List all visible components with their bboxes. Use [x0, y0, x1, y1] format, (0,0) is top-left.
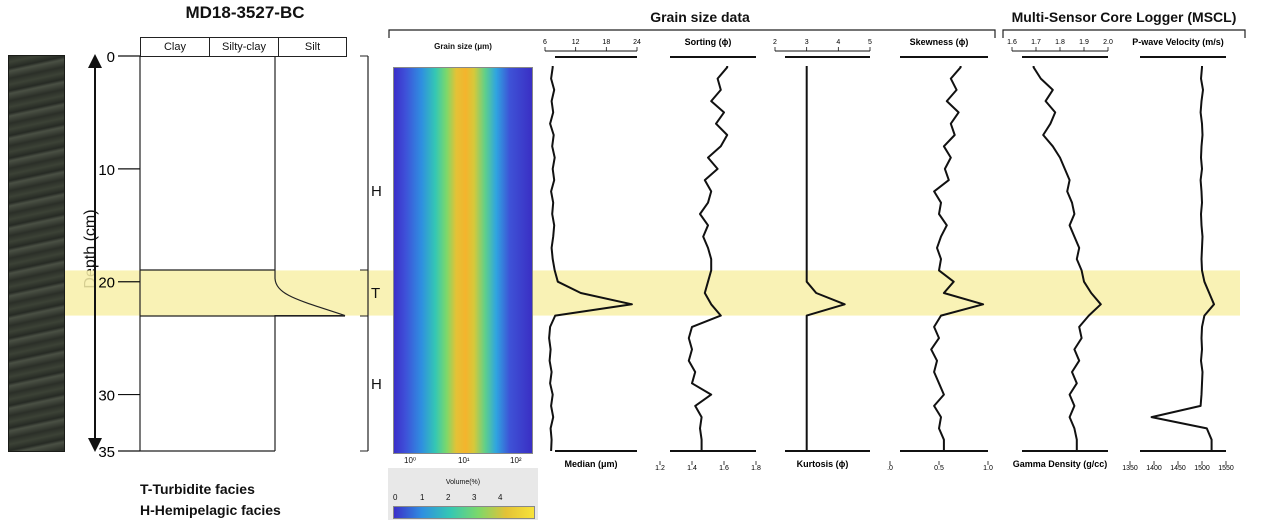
depth-ticks: 0 10 20 30 35 — [98, 49, 140, 461]
lithology-header: Clay Silty-clay Silt — [140, 37, 347, 57]
legend-turbidite: T-Turbidite facies — [140, 481, 255, 497]
facies-label-lower: H — [371, 376, 382, 393]
litho-right-edge — [274, 56, 346, 451]
panel-4-tick-3: 1.9 — [1079, 39, 1089, 46]
panel-5-tick-4: 1550 — [1218, 465, 1234, 472]
header-silt: Silt — [304, 41, 321, 53]
heatmap-tick-2: 10² — [510, 456, 522, 465]
profile-panel-2: 2 3 4 5 Kurtosis (ϕ) — [773, 39, 872, 469]
profile-panel-0: 6 12 18 24 Median (μm) — [543, 39, 641, 469]
panel-5-tick-1: 1400 — [1146, 465, 1162, 472]
depth-tick-label-0: 0 — [107, 49, 115, 66]
panel-3-tick-0: .0 — [887, 465, 893, 472]
panel-1-title: Sorting (ϕ) — [685, 37, 732, 47]
panel-4-profile-line — [1032, 66, 1102, 451]
heatmap-title: Grain size (μm) — [434, 42, 492, 51]
panel-0-title: Median (μm) — [564, 459, 617, 469]
volume-label: Volume(%) — [445, 479, 481, 486]
depth-arrow-down — [88, 438, 102, 452]
header-clay: Clay — [141, 38, 210, 56]
volume-tick-4: 4 — [498, 493, 503, 502]
panel-5-profile-line — [1150, 66, 1215, 451]
panel-3-profile-line — [930, 66, 985, 451]
panel-5-tick-0: 1350 — [1122, 465, 1138, 472]
panel-1-profile-line — [687, 66, 729, 451]
panel-4-tick-4: 2.0 — [1103, 39, 1113, 46]
grain-size-group-title: Grain size data — [650, 9, 750, 25]
volume-tick-0: 0 — [393, 493, 398, 502]
panel-1-tick-1: 1.4 — [687, 465, 697, 472]
depth-tick-label-3: 30 — [98, 388, 115, 405]
panel-4-title: Gamma Density (g/cc) — [1013, 459, 1108, 469]
panel-1-tick-0: 1.2 — [655, 465, 665, 472]
panel-2-tick-2: 4 — [836, 39, 840, 46]
volume-colorbar — [393, 506, 535, 519]
volume-tick-2: 2 — [446, 493, 451, 502]
facies-label-turbidite: T — [371, 285, 381, 302]
profile-panel-3: .0 0.5 1.0 Skewness (ϕ) — [887, 37, 993, 472]
heatmap-tick-1: 10¹ — [458, 456, 470, 465]
panel-3-title: Skewness (ϕ) — [910, 37, 969, 47]
panel-1-tick-3: 1.8 — [751, 465, 761, 472]
group-brackets — [388, 29, 1246, 38]
panel-2-title: Kurtosis (ϕ) — [797, 459, 849, 469]
profile-panel-4: 1.6 1.7 1.8 1.9 2.0 Gamma Density (g/cc) — [1007, 39, 1113, 469]
depth-axis — [88, 54, 102, 452]
panel-2-tick-1: 3 — [805, 39, 809, 46]
facies-label-upper: H — [371, 183, 382, 200]
panel-0-tick-3: 24 — [633, 39, 641, 46]
panel-5-title: P-wave Velocity (m/s) — [1132, 37, 1224, 47]
panel-3-tick-1: 0.5 — [934, 465, 944, 472]
lithology-column — [139, 56, 346, 452]
panel-4-tick-1: 1.7 — [1031, 39, 1041, 46]
mscl-group-title: Multi-Sensor Core Logger (MSCL) — [1011, 9, 1237, 25]
heatmap-tick-0: 10⁰ — [404, 456, 417, 465]
facies-bracket — [360, 55, 369, 452]
grain-size-bracket — [388, 29, 996, 38]
panel-4-tick-2: 1.8 — [1055, 39, 1065, 46]
panel-0-tick-1: 12 — [572, 39, 580, 46]
profile-panel-5: 1350 1400 1450 1500 1550 P-wave Velocity (m/s… — [1122, 37, 1234, 472]
panel-2-tick-0: 2 — [773, 39, 777, 46]
volume-tick-1: 1 — [420, 493, 425, 502]
volume-tick-3: 3 — [472, 493, 477, 502]
legend-hemipelagic: H-Hemipelagic facies — [140, 502, 281, 518]
header-silty-clay: Silty-clay — [210, 38, 279, 56]
panel-2-tick-3: 5 — [868, 39, 872, 46]
depth-tick-label-4: 35 — [98, 444, 115, 461]
core-title: MD18-3527-BC — [185, 3, 305, 22]
panel-5-tick-2: 1450 — [1170, 465, 1186, 472]
depth-tick-label-2: 20 — [98, 275, 115, 292]
panel-0-profile-line — [548, 66, 633, 452]
grain-size-heatmap — [393, 67, 533, 454]
panel-5-tick-3: 1500 — [1194, 465, 1210, 472]
panel-0-tick-0: 6 — [543, 39, 547, 46]
depth-tick-label-1: 10 — [98, 162, 115, 179]
panel-4-tick-0: 1.6 — [1007, 39, 1017, 46]
core-photo — [8, 55, 65, 452]
panel-1-tick-2: 1.6 — [719, 465, 729, 472]
depth-arrow-up — [88, 54, 102, 68]
turbidite-highlight-band — [65, 270, 1240, 316]
mscl-bracket — [1002, 29, 1246, 38]
profile-panel-1: 1.2 1.4 1.6 1.8 Sorting (ϕ) — [655, 37, 761, 472]
panel-2-profile-line — [805, 66, 846, 451]
panel-3-tick-2: 1.0 — [983, 465, 993, 472]
panel-0-tick-2: 18 — [602, 39, 610, 46]
